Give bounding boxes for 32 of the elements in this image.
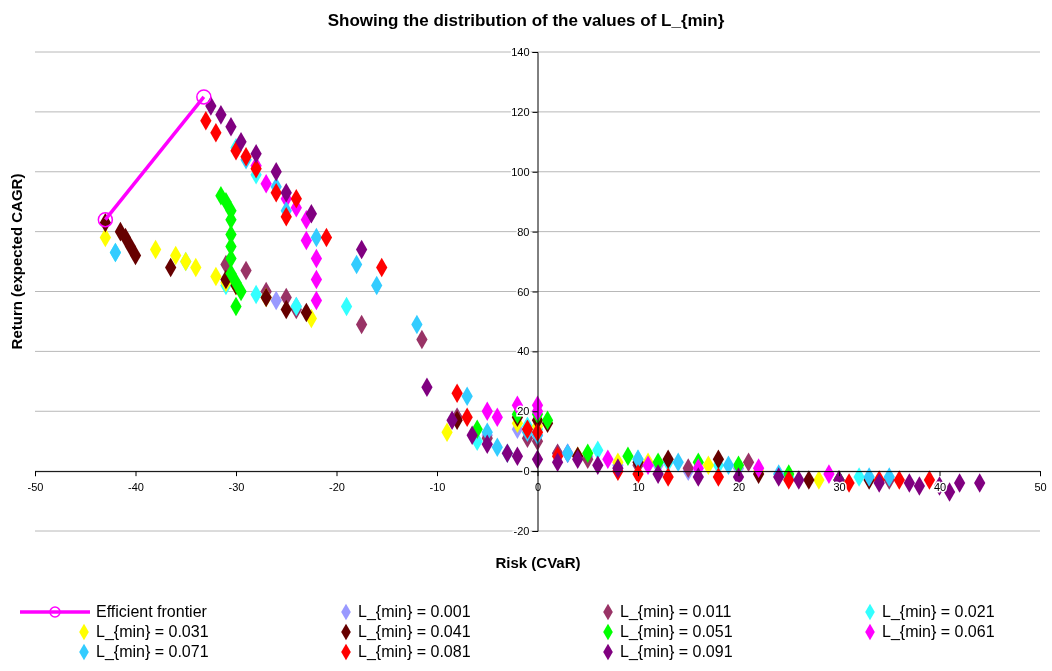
x-tick-label: 10 <box>632 481 645 494</box>
y-tick-label: 100 <box>511 165 530 178</box>
y-tick-label: 60 <box>517 285 530 298</box>
legend-label: L_{min} = 0.021 <box>882 603 995 621</box>
chart-title: Showing the distribution of the values of L_{min} <box>327 11 725 30</box>
legend-label: L_{min} = 0.071 <box>96 643 209 661</box>
legend-label: L_{min} = 0.091 <box>620 643 733 661</box>
legend-label: Efficient frontier <box>96 603 208 620</box>
y-tick-label: 120 <box>511 105 530 118</box>
x-tick-label: 20 <box>732 481 746 494</box>
x-axis-title: Risk (CVaR) <box>495 554 581 571</box>
x-tick-label: 30 <box>833 481 846 494</box>
x-tick-label: -30 <box>228 481 245 494</box>
x-tick-label: -10 <box>429 481 446 494</box>
x-tick-label: -40 <box>128 481 144 494</box>
legend-label: L_{min} = 0.031 <box>96 623 209 641</box>
legend-label: L_{min} = 0.081 <box>358 643 471 661</box>
y-axis-title: Return (expected CAGR) <box>8 173 25 350</box>
legend-label: L_{min} = 0.011 <box>620 603 732 621</box>
legend-label: L_{min} = 0.001 <box>358 603 471 621</box>
x-tick-label: 50 <box>1034 481 1047 494</box>
legend-label: L_{min} = 0.041 <box>358 623 471 641</box>
y-tick-label: 140 <box>511 46 530 59</box>
legend-label: L_{min} = 0.051 <box>620 623 733 641</box>
y-tick-label: -20 <box>513 525 530 538</box>
x-tick-label: 0 <box>534 481 542 494</box>
x-tick-label: -50 <box>27 481 44 494</box>
x-tick-label: -20 <box>329 481 345 494</box>
y-tick-label: 40 <box>517 345 530 358</box>
legend-label: L_{min} = 0.061 <box>882 623 995 641</box>
y-tick-label: 0 <box>523 465 530 478</box>
y-tick-label: 80 <box>517 225 530 238</box>
